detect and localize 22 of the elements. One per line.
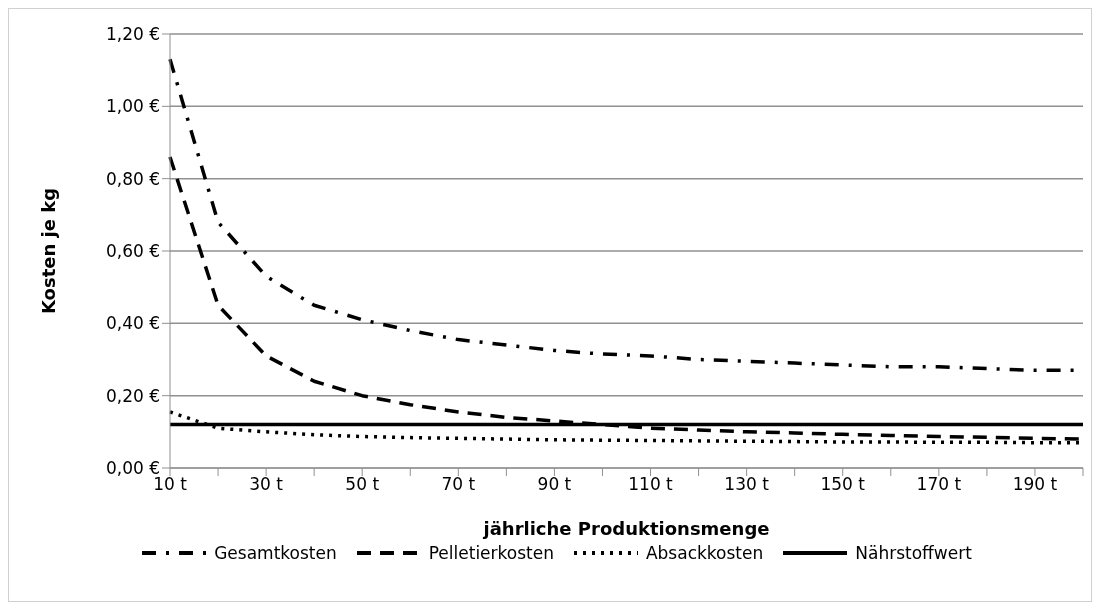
x-tick-label: 170 t: [916, 474, 962, 495]
y-tick-label: 1,00 €: [105, 96, 160, 117]
x-tick-label: 70 t: [441, 474, 476, 495]
x-tick-label: 90 t: [537, 474, 572, 495]
x-tick-label: 30 t: [249, 474, 284, 495]
legend-label: Absackkosten: [645, 543, 764, 563]
y-axis-title: Kosten je kg: [38, 187, 60, 315]
legend-label: Pelletierkosten: [428, 543, 554, 563]
x-tick-label: 130 t: [724, 474, 770, 495]
y-tick-label: 0,60 €: [105, 241, 160, 262]
x-tick-label: 190 t: [1012, 474, 1058, 495]
legend-label: Nährstoffwert: [855, 543, 972, 563]
x-tick-label: 150 t: [820, 474, 866, 495]
y-tick-label: 0,80 €: [105, 168, 160, 189]
y-tick-label: 1,20 €: [105, 24, 160, 45]
x-tick-label: 110 t: [628, 474, 674, 495]
y-tick-label: 0,40 €: [105, 313, 160, 334]
x-axis-title: jährliche Produktionsmenge: [482, 518, 770, 539]
legend-label: Gesamtkosten: [214, 543, 337, 563]
x-tick-label: 50 t: [345, 474, 380, 495]
x-tick-label: 10 t: [153, 474, 188, 495]
y-tick-label: 0,20 €: [105, 385, 160, 406]
